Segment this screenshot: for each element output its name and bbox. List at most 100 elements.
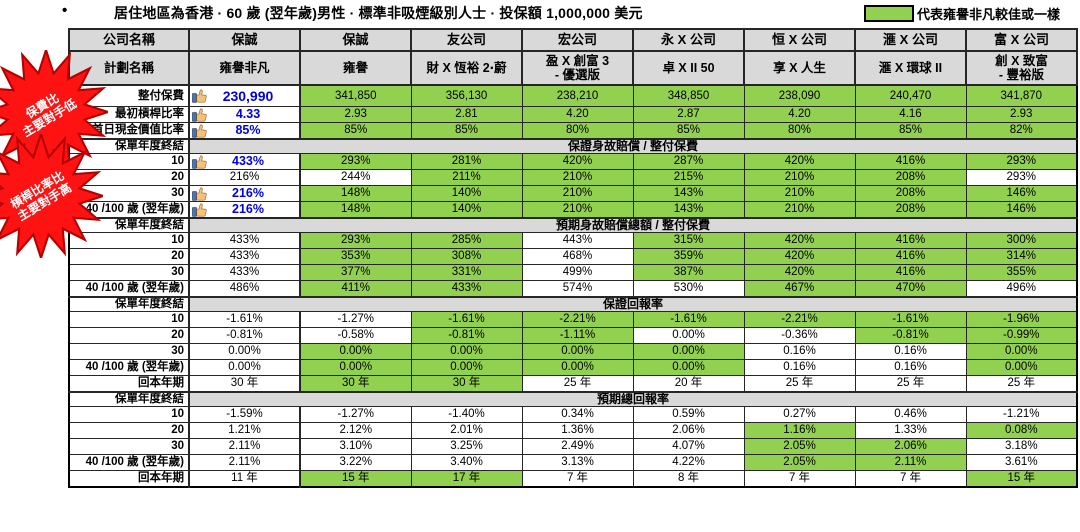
data-row: 20 433% 353% 308% 468% 359% 420% 416% 314% (68, 248, 1078, 265)
value-cell: 30 年 (410, 375, 523, 393)
value-cell: 315% (632, 232, 745, 249)
value-cell: 215% (632, 169, 745, 186)
value-cell: 148% (299, 185, 412, 202)
value-cell: 4.22% (632, 454, 745, 471)
value-cell: 496% (965, 280, 1078, 298)
value-cell: 2.06% (632, 422, 745, 439)
row-label: 40 /100 歲 (翌年歲) (68, 280, 190, 298)
value-cell: 4.16 (854, 106, 967, 123)
value-cell: -1.61% (410, 311, 523, 328)
value-cell: 3.18% (965, 438, 1078, 455)
value-cell: 3.25% (410, 438, 523, 455)
data-row: 30 0.00% 0.00% 0.00% 0.00% 0.00% 0.16% 0.16% 0.0… (68, 343, 1078, 360)
value-cell: 3.40% (410, 454, 523, 471)
data-row: 20 1.21% 2.12% 2.01% 1.36% 2.06% 1.16% 1.33% 0.0… (68, 422, 1078, 439)
data-row: 30 216% 148% 140% 210% 143% 210% 208% 146% (68, 185, 1078, 202)
value-cell: -1.96% (965, 311, 1078, 328)
value-cell: 143% (632, 185, 745, 202)
row-label: 10 (68, 311, 190, 328)
value-cell: 0.00% (521, 343, 634, 360)
company-name: 滙 X 公司 (854, 28, 967, 52)
data-row: 10 -1.59% -1.27% -1.40% 0.34% 0.59% 0.27% 0.46%… (68, 406, 1078, 423)
bullet-marker: • (62, 2, 68, 19)
value-cell: 0.00% (188, 343, 301, 360)
value-cell: -1.40% (410, 406, 523, 423)
row-label: 30 (68, 343, 190, 360)
value-cell: 300% (965, 232, 1078, 249)
value-cell: 2.12% (299, 422, 412, 439)
value-cell: 308% (410, 248, 523, 265)
value-cell: 468% (521, 248, 634, 265)
value-cell: -0.99% (965, 327, 1078, 344)
value-cell: -0.81% (188, 327, 301, 344)
value-cell: 416% (854, 248, 967, 265)
section-title: 保證回報率 (188, 296, 1078, 312)
row-label: 保單年度終結 (68, 296, 190, 312)
value-cell: -1.27% (299, 311, 412, 328)
value-cell: 82% (965, 122, 1078, 140)
starburst-badge-premium: 保費比 主要對手低 (0, 50, 108, 174)
legend: 代表雍譽非凡較佳或一樣 (864, 4, 1060, 23)
company-row-label: 公司名稱 (68, 28, 190, 52)
data-row: 40 /100 歲 (翌年歲) 486% 411% 433% 574% 530% 467% 4… (68, 280, 1078, 298)
value-cell: 293% (965, 153, 1078, 170)
row-label: 20 (68, 248, 190, 265)
value-cell: 25 年 (743, 375, 856, 393)
starburst-icon (0, 134, 103, 258)
legend-green-swatch (864, 5, 914, 22)
value-cell: 85% (632, 122, 745, 140)
value-cell: 574% (521, 280, 634, 298)
value-cell: 80% (743, 122, 856, 140)
value-cell: 287% (632, 153, 745, 170)
value-cell: 2.93 (965, 106, 1078, 123)
value-cell: 148% (299, 201, 412, 219)
company-name: 永 X 公司 (632, 28, 745, 52)
value-cell: 85% (854, 122, 967, 140)
value-cell: 17 年 (410, 470, 523, 488)
value-cell: 146% (965, 201, 1078, 219)
data-row: 首日現金價值比率 85% 85% 85% 80% 85% 80% 85% 82% (68, 122, 1078, 140)
data-row: 40 /100 歲 (翌年歲) 2.11% 3.22% 3.40% 3.13% 4.22%… (68, 454, 1078, 471)
data-row: 20 216% 244% 211% 210% 215% 210% 208% 293% (68, 169, 1078, 186)
value-cell: 314% (965, 248, 1078, 265)
data-row: 回本年期 30 年 30 年 30 年 25 年 20 年 25 年 25 年 25 年 (68, 375, 1078, 393)
value-cell: 0.16% (854, 343, 967, 360)
value-cell: 11 年 (188, 470, 301, 488)
value-cell: 0.00% (410, 343, 523, 360)
value-cell: 416% (854, 264, 967, 281)
row-label: 回本年期 (68, 375, 190, 393)
plan-name: 滙 X 環球 II (854, 50, 967, 86)
value-cell: 15 年 (299, 470, 412, 488)
value-cell: 470% (854, 280, 967, 298)
value-cell: 341,850 (299, 84, 412, 107)
value-cell: 420% (743, 153, 856, 170)
highlight-value: 216% (232, 201, 264, 216)
value-cell: 216% (188, 169, 301, 186)
value-cell: 433% (188, 248, 301, 265)
value-cell: 0.00% (188, 359, 301, 376)
value-cell: 210% (521, 201, 634, 219)
value-cell: 80% (521, 122, 634, 140)
value-cell: 2.11% (188, 438, 301, 455)
value-cell: 0.16% (854, 359, 967, 376)
value-cell: 3.10% (299, 438, 412, 455)
value-cell: 85% (299, 122, 412, 140)
value-cell: 499% (521, 264, 634, 281)
row-label: 保單年度終結 (68, 391, 190, 407)
data-row: 整付保費 230,990 341,850 356,130 238,210 348,850 2… (68, 84, 1078, 107)
data-row: 10 433% 293% 285% 443% 315% 420% 416% 300% (68, 232, 1078, 249)
thumb-up-icon (192, 154, 207, 169)
value-cell: 359% (632, 248, 745, 265)
value-cell: 0.00% (521, 359, 634, 376)
value-cell: 8 年 (632, 470, 745, 488)
thumb-up-icon (192, 123, 207, 138)
value-cell: 0.00% (632, 359, 745, 376)
value-cell: 1.36% (521, 422, 634, 439)
plan-name: 盈 X 創富 3 - 優選版 (521, 50, 634, 86)
value-cell: 7 年 (521, 470, 634, 488)
value-cell: 15 年 (965, 470, 1078, 488)
page-title: 居住地區為香港 · 60 歲 (翌年歲)男性 · 標準非吸煙級別人士 · 投保額… (114, 5, 643, 21)
highlight-value: 4.33 (235, 106, 261, 121)
value-cell: 387% (632, 264, 745, 281)
value-cell: 140% (410, 201, 523, 219)
